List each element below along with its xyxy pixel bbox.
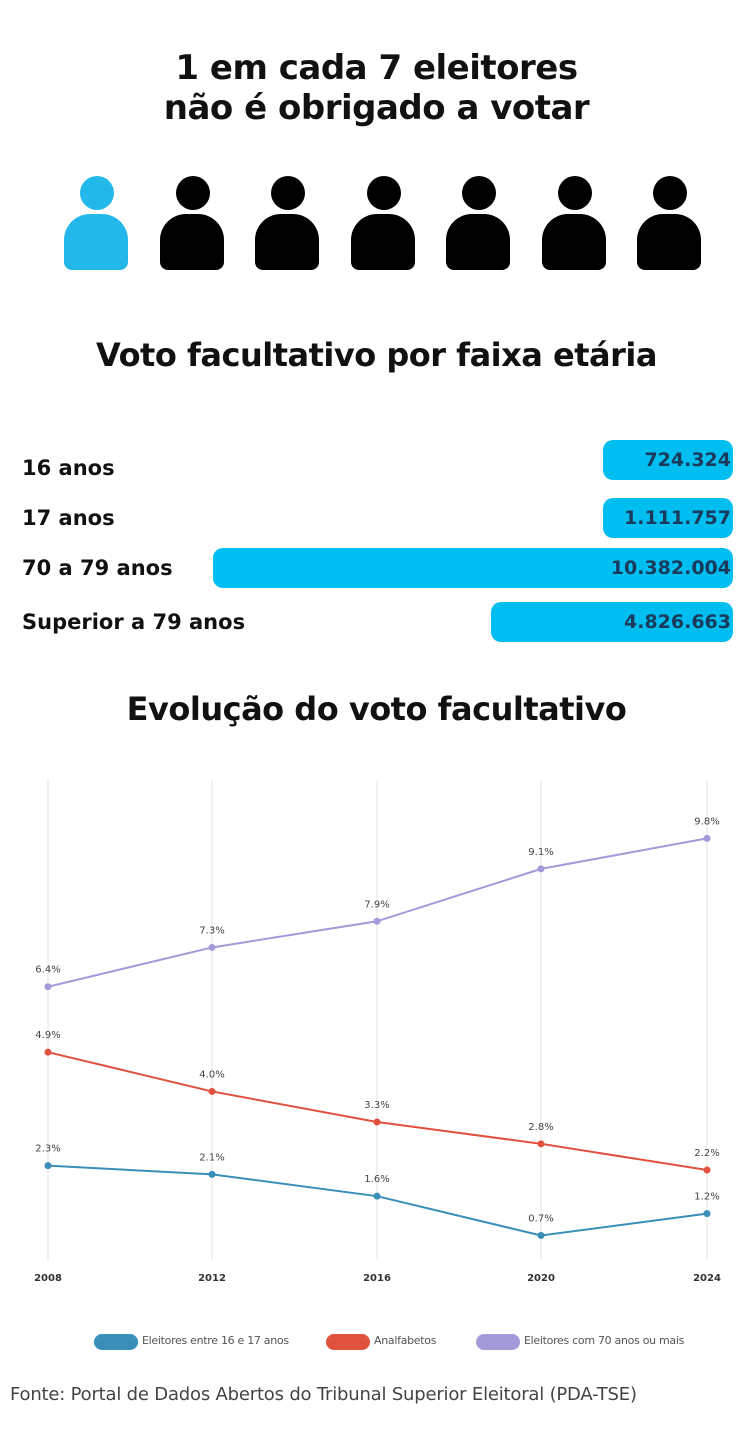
bar-label: 70 a 79 anos bbox=[22, 556, 173, 580]
age-section-title: Voto facultativo por faixa etária bbox=[96, 336, 657, 374]
data-label: 7.3% bbox=[199, 925, 224, 936]
data-label: 3.3% bbox=[364, 1100, 389, 1111]
x-tick-label: 2020 bbox=[527, 1273, 555, 1284]
bar-label: 17 anos bbox=[22, 506, 115, 530]
bar-label: Superior a 79 anos bbox=[22, 610, 246, 634]
headline-line-1: 1 em cada 7 eleitores bbox=[175, 48, 578, 88]
data-point bbox=[703, 1166, 711, 1174]
bar-row: 16 anos 724.324 bbox=[0, 440, 753, 482]
data-point bbox=[44, 983, 52, 991]
bar bbox=[603, 498, 733, 538]
data-point bbox=[373, 917, 381, 925]
person-icon bbox=[350, 176, 415, 272]
data-point bbox=[537, 865, 545, 873]
source-note: Fonte: Portal de Dados Abertos do Tribun… bbox=[10, 1384, 637, 1405]
data-label: 1.6% bbox=[364, 1174, 389, 1185]
data-point bbox=[208, 943, 216, 951]
data-point bbox=[44, 1048, 52, 1056]
x-tick-label: 2008 bbox=[34, 1273, 62, 1284]
data-point bbox=[703, 834, 711, 842]
bar-value-label: 4.826.663 bbox=[624, 611, 731, 633]
data-label: 1.2% bbox=[694, 1192, 719, 1203]
person-icon bbox=[637, 176, 701, 272]
person-icon bbox=[541, 176, 606, 272]
data-label: 4.0% bbox=[199, 1069, 224, 1080]
data-point bbox=[537, 1231, 545, 1239]
data-point bbox=[208, 1170, 216, 1178]
person-icon bbox=[159, 176, 224, 272]
bar bbox=[213, 548, 733, 588]
bar-value-label: 10.382.004 bbox=[610, 557, 731, 579]
x-tick-label: 2012 bbox=[198, 1273, 226, 1284]
legend-swatch bbox=[326, 1334, 370, 1350]
data-point bbox=[44, 1162, 52, 1170]
bar bbox=[603, 440, 733, 480]
data-point bbox=[537, 1140, 545, 1148]
data-label: 9.1% bbox=[528, 847, 553, 858]
data-label: 4.9% bbox=[35, 1030, 60, 1041]
bar bbox=[491, 602, 733, 642]
data-point bbox=[373, 1192, 381, 1200]
person-icon bbox=[64, 176, 128, 272]
data-label: 9.8% bbox=[694, 816, 719, 827]
evolution-line-chart: 2008 2012 2016 2020 2024 2.3% 2.1% 1.6% 0.7% 1.2%… bbox=[34, 780, 721, 1284]
data-label: 2.1% bbox=[199, 1152, 224, 1163]
bar-label: 16 anos bbox=[22, 456, 115, 480]
legend-label: Eleitores entre 16 e 17 anos bbox=[142, 1334, 289, 1347]
data-label: 7.9% bbox=[364, 899, 389, 910]
bar-row: Superior a 79 anos 4.826.663 bbox=[0, 602, 753, 644]
data-label: 6.4% bbox=[35, 965, 60, 976]
legend-swatch bbox=[476, 1334, 520, 1350]
data-point bbox=[703, 1210, 711, 1218]
data-label: 2.2% bbox=[694, 1148, 719, 1159]
bar-row: 70 a 79 anos 10.382.004 bbox=[0, 548, 753, 590]
legend-label: Eleitores com 70 anos ou mais bbox=[524, 1334, 685, 1347]
legend-swatch bbox=[94, 1334, 138, 1350]
data-label: 2.3% bbox=[35, 1144, 60, 1155]
bar-value-label: 724.324 bbox=[644, 449, 731, 471]
chart-legend: Eleitores entre 16 e 17 anos Analfabetos E… bbox=[0, 1332, 753, 1356]
x-tick-label: 2016 bbox=[363, 1273, 391, 1284]
data-point bbox=[373, 1118, 381, 1126]
voter-pictogram bbox=[64, 176, 704, 276]
data-label: 2.8% bbox=[528, 1122, 553, 1133]
bar-row: 17 anos 1.111.757 bbox=[0, 498, 753, 540]
person-icon bbox=[446, 176, 510, 272]
person-icon bbox=[255, 176, 319, 272]
x-tick-label: 2024 bbox=[693, 1273, 721, 1284]
data-label: 0.7% bbox=[528, 1213, 553, 1224]
headline-line-2: não é obrigado a votar bbox=[163, 88, 590, 128]
data-point bbox=[208, 1087, 216, 1095]
bar-value-label: 1.111.757 bbox=[624, 507, 731, 529]
evolution-section-title: Evolução do voto facultativo bbox=[126, 690, 627, 728]
legend-label: Analfabetos bbox=[374, 1334, 437, 1347]
